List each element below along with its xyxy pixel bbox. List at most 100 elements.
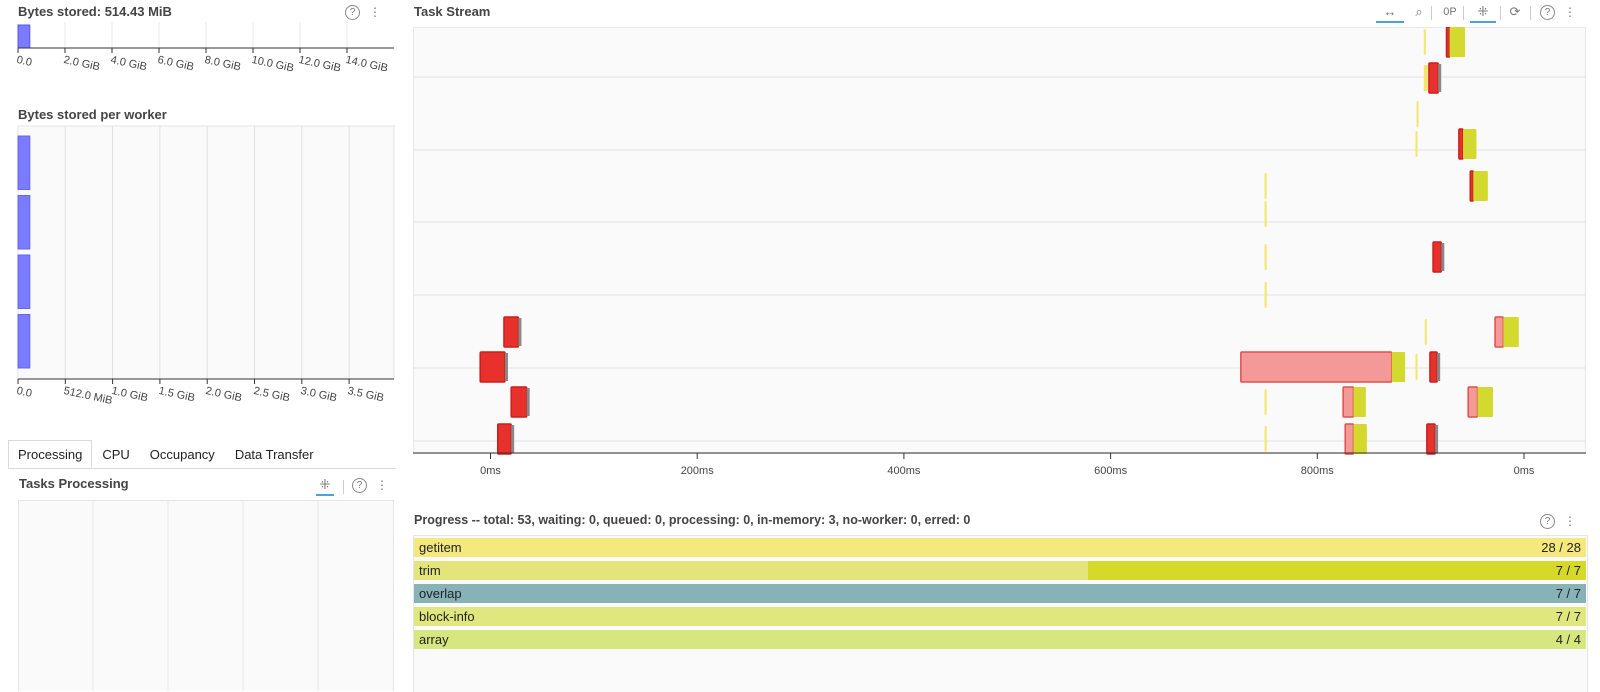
more-options-icon[interactable]: ⋮	[1564, 514, 1576, 528]
x-tick-label: 600ms	[1094, 465, 1128, 477]
hover-tool-icon[interactable]: ⁜	[316, 476, 334, 496]
task-bar-trim	[1463, 129, 1477, 159]
bytes-per-worker-chart	[17, 125, 395, 384]
task-bar-compute	[1432, 241, 1443, 273]
progress-row-count: 28 / 28	[1541, 540, 1581, 555]
task-bar-trim	[1449, 27, 1466, 57]
task-bar-getitem	[1424, 319, 1427, 345]
task-bar-compute	[1458, 128, 1464, 160]
task-bar-getitem	[1264, 389, 1267, 415]
task-bar-getitem	[1264, 426, 1267, 452]
toolbar-separator	[1431, 6, 1432, 20]
box-zoom-icon[interactable]: ⌕	[1415, 4, 1423, 19]
task-bar-compute	[1428, 62, 1439, 94]
worker-bar	[17, 135, 31, 190]
task-bar-getitem	[1415, 131, 1418, 157]
progress-bar	[414, 538, 1586, 557]
more-options-icon[interactable]: ⋮	[1564, 5, 1576, 19]
task-bar-getitem	[1423, 29, 1426, 55]
more-options-icon[interactable]: ⋮	[376, 478, 388, 492]
progress-bar	[414, 630, 1586, 649]
help-icon[interactable]: ?	[345, 5, 360, 20]
task-bar-transfer	[1342, 386, 1355, 418]
task-bar-shadow	[1435, 425, 1439, 453]
progress-row-overlap: overlap 7 / 7	[414, 584, 1586, 603]
tab-cpu[interactable]: CPU	[102, 447, 130, 462]
tab-data-transfer[interactable]: Data Transfer	[234, 447, 314, 462]
task-bar-shadow	[518, 318, 522, 346]
tick-label: 3.5 GiB	[346, 385, 385, 405]
tick-label: 512.0 MiB	[62, 385, 114, 408]
hover-tool-icon[interactable]: ⁜	[1470, 3, 1496, 23]
worker-bar	[17, 254, 31, 309]
task-bar-transfer	[1240, 351, 1393, 383]
tick-label: 1.0 GiB	[110, 385, 149, 405]
tasks-processing-title: Tasks Processing	[19, 476, 129, 491]
task-bar-compute	[1469, 170, 1475, 202]
refresh-icon[interactable]: ⟳	[1509, 4, 1521, 19]
progress-row-getitem: getitem 28 / 28	[414, 538, 1586, 557]
progress-row-count: 7 / 7	[1555, 563, 1581, 578]
bytes-stored-bar	[17, 24, 31, 49]
task-bar-shadow	[526, 388, 530, 416]
task-bar-compute	[1445, 27, 1451, 58]
tick-label: 1.5 GiB	[157, 385, 196, 405]
task-bar-trim	[1391, 352, 1406, 382]
task-bar-compute	[503, 316, 520, 348]
progress-row-count: 7 / 7	[1555, 586, 1581, 601]
task-bar-getitem	[1416, 101, 1419, 127]
tick-label: 2.0 GiB	[204, 385, 244, 405]
task-bar-getitem	[1423, 65, 1428, 91]
task-bar-compute	[1426, 423, 1436, 455]
task-bar-trim	[1353, 424, 1367, 454]
task-stream-chart	[413, 27, 1586, 459]
task-bar-shadow	[504, 353, 508, 381]
worker-bar	[17, 195, 31, 250]
task-bar-compute	[1429, 351, 1438, 383]
plot-area	[413, 27, 1586, 454]
progress-bar	[414, 584, 1586, 603]
progress-bar-in-memory	[1087, 561, 1586, 580]
x-tick-label: 200ms	[680, 465, 714, 477]
x-tick-label: 400ms	[887, 465, 921, 477]
toolbar-separator	[343, 480, 344, 494]
task-bar-compute	[510, 386, 528, 418]
progress-row-block-info: block-info 7 / 7	[414, 607, 1586, 626]
task-bar-transfer	[1467, 386, 1479, 418]
task-bar-shadow	[1441, 243, 1445, 271]
task-bar-getitem	[1264, 244, 1267, 270]
task-bar-transfer	[1494, 316, 1505, 348]
task-bar-trim	[1473, 171, 1488, 201]
progress-row-count: 7 / 7	[1555, 609, 1581, 624]
progress-row-label: array	[419, 632, 449, 647]
x-tick-label: 800ms	[1300, 465, 1334, 477]
tick-label: 0.0	[15, 385, 33, 400]
task-bar-shadow	[1438, 64, 1442, 92]
dashboard-tabs: Processing CPU Occupancy Data Transfer	[8, 440, 324, 468]
progress-row-count: 4 / 4	[1555, 632, 1581, 647]
toolbar-separator	[1463, 6, 1464, 20]
task-bar-trim	[1503, 317, 1519, 347]
tabs-divider	[8, 468, 396, 469]
task-bar-shadow	[1437, 353, 1441, 381]
worker-bar	[17, 314, 31, 369]
progress-bar	[414, 607, 1586, 626]
help-icon[interactable]: ?	[1540, 514, 1555, 529]
task-bar-trim	[1477, 387, 1493, 417]
help-icon[interactable]: ?	[1540, 5, 1555, 20]
task-bar-shadow	[511, 425, 515, 453]
tab-processing[interactable]: Processing	[8, 440, 93, 468]
more-options-icon[interactable]: ⋮	[369, 5, 381, 19]
task-stream-title: Task Stream	[414, 4, 491, 19]
tab-occupancy[interactable]: Occupancy	[149, 447, 215, 462]
x-tick-label: 0ms	[1513, 465, 1535, 477]
reset-tool-icon[interactable]: 0P	[1443, 6, 1457, 18]
plot-area	[17, 125, 395, 380]
pan-tool-icon[interactable]: ↔	[1376, 3, 1404, 23]
progress-row-label: getitem	[419, 540, 462, 555]
tick-label: 3.0 GiB	[299, 385, 338, 405]
help-icon[interactable]: ?	[352, 478, 367, 493]
tick-label: 2.5 GiB	[252, 385, 291, 405]
progress-row-label: block-info	[419, 609, 475, 624]
bytes-per-worker-title: Bytes stored per worker	[18, 107, 167, 122]
